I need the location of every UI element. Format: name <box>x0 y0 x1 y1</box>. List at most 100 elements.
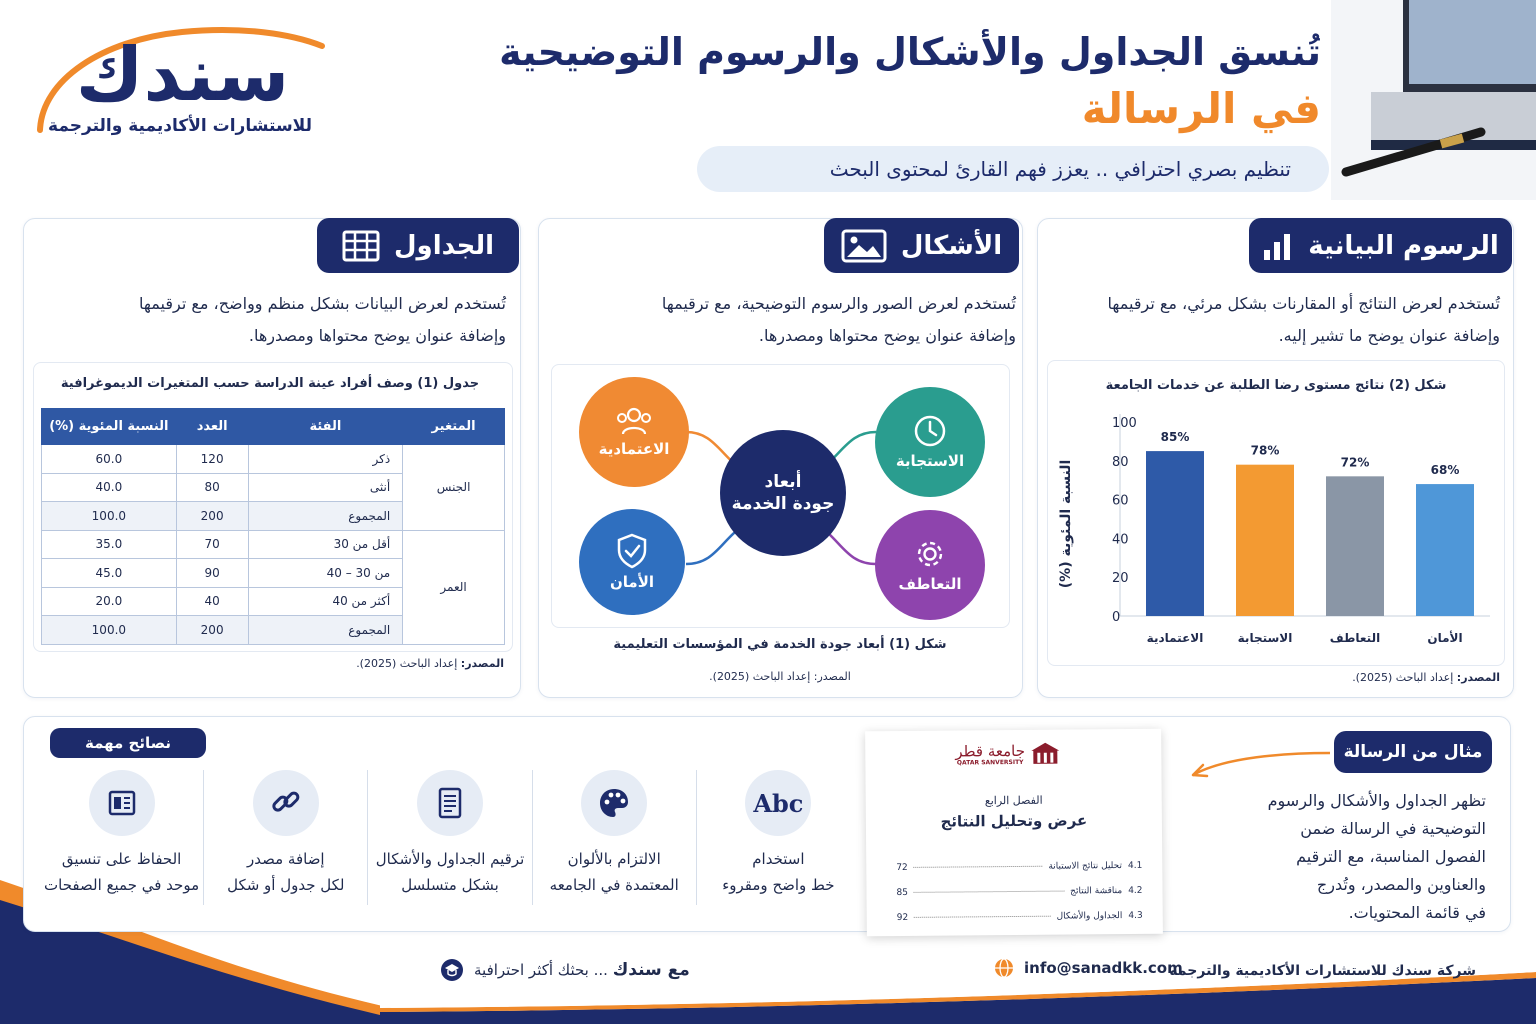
y-tick-label: 100 <box>1112 416 1137 431</box>
charts-source: المصدر: إعداد الباحث (2025). <box>1352 671 1500 684</box>
tip-divider <box>367 770 369 905</box>
cell-count: 40 <box>175 586 249 616</box>
cell-category: المجموع <box>247 501 404 531</box>
tip-text: استخدام خط واضح ومقروء <box>722 846 834 898</box>
footer-email-text[interactable]: info@sanadkk.com <box>1024 959 1183 977</box>
charts-panel-header: الرسوم البيانية <box>1249 218 1512 273</box>
logo-wordmark[interactable]: سندك <box>75 32 292 118</box>
cell-category: أقل من 30 <box>247 529 404 559</box>
col-header-variable: المتغير <box>402 408 505 445</box>
diagram-node-responsiveness: الاستجابة <box>875 387 985 497</box>
image-icon <box>841 229 887 262</box>
palette-icon <box>581 770 648 836</box>
toc-page: 92 <box>896 912 909 923</box>
subtitle-text: تنظيم بصري احترافي .. يعزز فهم القارئ لم… <box>829 157 1291 181</box>
toc-number: 4.2 <box>1128 885 1143 896</box>
diagram-node-empathy-label: التعاطف <box>898 575 962 593</box>
gear-icon <box>917 541 943 567</box>
diagram-node-responsiveness-label: الاستجابة <box>895 452 965 470</box>
cell-percent: 40.0 <box>41 472 177 502</box>
example-title: مثال من الرسالة <box>1343 742 1483 762</box>
toc-entry: 4.3 الجداول والأشكال 92 <box>897 903 1143 930</box>
x-tick-label: الاعتمادية <box>1147 631 1204 645</box>
tip-item: Abc استخدام خط واضح ومقروء <box>697 770 860 905</box>
bar <box>1326 476 1384 616</box>
clock-icon <box>914 415 946 447</box>
diagram-node-assurance-label: الأمان <box>609 573 655 591</box>
chart-title: شكل (2) نتائج مستوى رضا الطلبة عن خدمات … <box>1105 378 1447 393</box>
university-name-ar: جامعة قطر <box>955 741 1026 761</box>
footer-email[interactable]: info@sanadkk.com <box>994 958 1183 978</box>
toc-dots <box>913 865 1043 868</box>
toc-dots <box>914 915 1051 918</box>
bar <box>1236 464 1294 616</box>
tips-title: نصائح مهمة <box>84 734 172 752</box>
chapter-title: عرض وتحليل النتائج <box>940 811 1088 831</box>
table-row: المجموع 200 100.0 <box>41 615 505 645</box>
university-emblem-icon <box>1030 742 1059 764</box>
example-text-line: والعناوين والمصدر، وتُدرج <box>1316 875 1486 894</box>
chapter-number: الفصل الرابع <box>984 793 1043 808</box>
charts-desc-line1: تُستخدم لعرض النتائج أو المقارنات بشكل م… <box>1107 294 1500 313</box>
tip-item: ترقيم الجداول والأشكال بشكل متسلسل <box>368 770 531 905</box>
diagram-node-reliability: الاعتمادية <box>579 377 689 487</box>
example-text-line: الفصول المناسبة، مع الترقيم <box>1296 847 1486 866</box>
example-text-line: التوضيحية في الرسالة ضمن <box>1300 819 1486 838</box>
table-header-row: المتغير الفئة العدد النسبة المئوية (%) <box>41 408 505 445</box>
diagram-center-line2: جودة الخدمة <box>731 494 835 514</box>
toc-number: 4.3 <box>1128 910 1143 921</box>
tip-text-line2: خط واضح ومقروء <box>722 876 835 894</box>
diagram-node-empathy: التعاطف <box>875 510 985 620</box>
university-logo: جامعة قطر QATAR SANVERSITY <box>955 741 1059 767</box>
figure-caption: شكل (1) أبعاد جودة الخدمة في المؤسسات ال… <box>613 637 947 652</box>
tip-item: إضافة مصدر لكل جدول أو شكل <box>204 770 367 905</box>
tables-desc-line2: وإضافة عنوان يوضح محتواها ومصدرها. <box>248 326 506 345</box>
tip-item: الالتزام بالألوان المعتمدة في الجامعه <box>533 770 696 905</box>
users-icon <box>617 407 651 435</box>
table-row: الجنس ذكر 120 60.0 <box>41 444 505 531</box>
toc-entry: 4.2 مناقشة النتائج 85 <box>896 878 1142 905</box>
figures-panel-header: الأشكال <box>824 218 1019 273</box>
col-header-percent: النسبة المئوية (%) <box>41 408 177 445</box>
tables-desc-line1: تُستخدم لعرض البيانات بشكل منظم وواضح، م… <box>139 294 506 313</box>
tip-text-line1: الحفاظ على تنسيق <box>61 850 182 868</box>
cell-category: أكثر من 40 <box>247 586 404 616</box>
tip-text-line2: بشكل متسلسل <box>401 876 499 894</box>
toc-entry: 4.1 تحليل نتائج الاستبانة 72 <box>896 853 1142 880</box>
cell-count: 90 <box>175 558 249 588</box>
tip-text: الحفاظ على تنسيق موحد في جميع الصفحات <box>44 846 199 898</box>
tip-item: الحفاظ على تنسيق موحد في جميع الصفحات <box>40 770 203 905</box>
bar-chart-icon <box>1264 233 1291 260</box>
tip-divider <box>203 770 205 905</box>
figures-source: المصدر: إعداد الباحث (2025). <box>709 670 851 683</box>
cell-count: 200 <box>175 615 249 645</box>
cell-percent: 60.0 <box>41 444 177 474</box>
footer-tagline-bold: مع سندك <box>612 960 690 980</box>
charts-source-label: المصدر: <box>1456 671 1500 684</box>
cell-count: 70 <box>175 529 249 559</box>
diagram-node-assurance: الأمان <box>579 509 685 615</box>
cell-percent: 45.0 <box>41 558 177 588</box>
charts-panel-description: تُستخدم لعرض النتائج أو المقارنات بشكل م… <box>1060 288 1500 352</box>
toc-title: الجداول والأشكال <box>1056 910 1123 922</box>
tip-text-line2: موحد في جميع الصفحات <box>44 876 200 894</box>
footer-tagline-rest: ... بحثك أكثر احترافية <box>474 961 608 979</box>
layout-icon <box>88 770 155 836</box>
toc-title: تحليل نتائج الاستبانة <box>1048 860 1123 872</box>
figures-panel-title: الأشكال <box>900 230 1003 261</box>
toc-title: مناقشة النتائج <box>1070 885 1123 897</box>
charts-panel-title: الرسوم البيانية <box>1308 230 1499 261</box>
tip-text-line1: استخدام <box>752 850 805 868</box>
tip-text-line2: المعتمدة في الجامعه <box>549 876 679 894</box>
tables-source-label: المصدر: <box>460 657 504 670</box>
cell-percent: 35.0 <box>41 529 177 559</box>
diagram-center-node: أبعاد جودة الخدمة <box>720 430 846 556</box>
font-icon: Abc <box>745 770 812 836</box>
toc-page: 72 <box>896 862 908 873</box>
col-header-count: العدد <box>175 408 249 445</box>
demographics-table: المتغير الفئة العدد النسبة المئوية (%) ا… <box>41 408 505 645</box>
bar-value-label: 85% <box>1161 430 1190 444</box>
logo-swoosh <box>37 26 325 133</box>
tip-text: إضافة مصدر لكل جدول أو شكل <box>227 846 344 898</box>
